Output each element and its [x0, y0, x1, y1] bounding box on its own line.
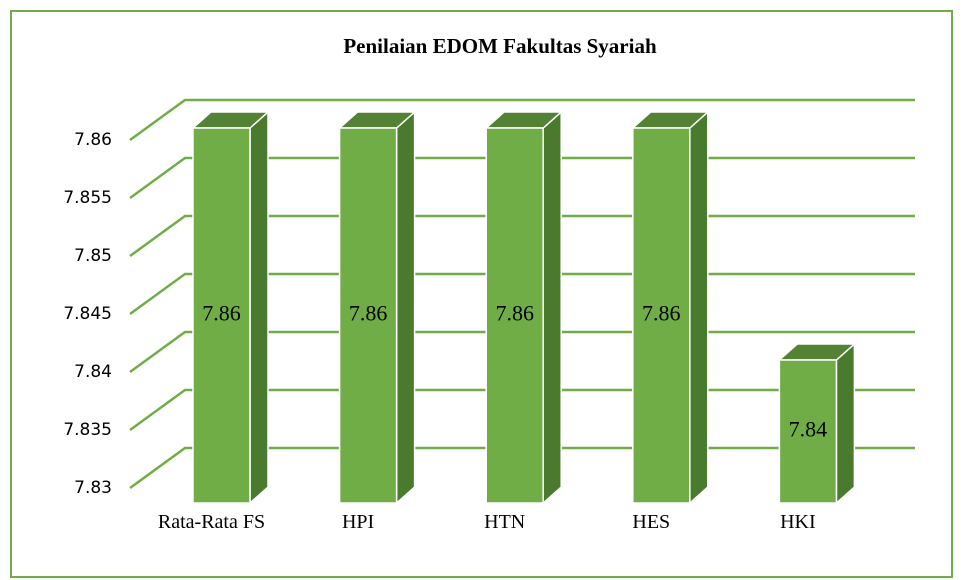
bar [630, 110, 710, 505]
y-tick-label: 7.83 [74, 478, 112, 498]
data-label: 7.86 [349, 301, 388, 326]
x-tick-label: HPI [341, 511, 375, 533]
chart-title: Penilaian EDOM Fakultas Syariah [343, 34, 657, 58]
bar-front [338, 127, 398, 504]
bar-side [395, 110, 416, 505]
y-tick-label: 7.855 [63, 188, 112, 208]
x-tick-label: HTN [484, 511, 526, 533]
x-tick-label: Rata-Rata FS [157, 511, 266, 533]
bar-front [632, 127, 691, 504]
bar-front [192, 127, 251, 504]
bar-front [778, 359, 838, 504]
data-label: 7.84 [789, 417, 828, 442]
data-label: 7.86 [642, 301, 681, 326]
bar [191, 110, 270, 505]
y-tick-label: 7.84 [74, 362, 112, 382]
bar-side [542, 110, 562, 505]
y-tick-label: 7.845 [63, 304, 112, 324]
bar-side [689, 110, 709, 505]
x-tick-label: HKI [780, 511, 816, 533]
bar [484, 110, 564, 505]
y-tick-label: 7.85 [74, 246, 112, 266]
bar [337, 110, 417, 505]
y-tick-label: 7.835 [63, 420, 112, 440]
grid-line [129, 98, 915, 142]
x-tick-label: HES [632, 511, 671, 533]
y-tick-label: 7.86 [74, 130, 112, 150]
bar-front [485, 127, 544, 504]
bar-side [835, 342, 856, 505]
bar-side [249, 110, 269, 505]
data-label: 7.86 [202, 301, 241, 326]
bar [777, 342, 857, 505]
data-label: 7.86 [495, 301, 534, 326]
